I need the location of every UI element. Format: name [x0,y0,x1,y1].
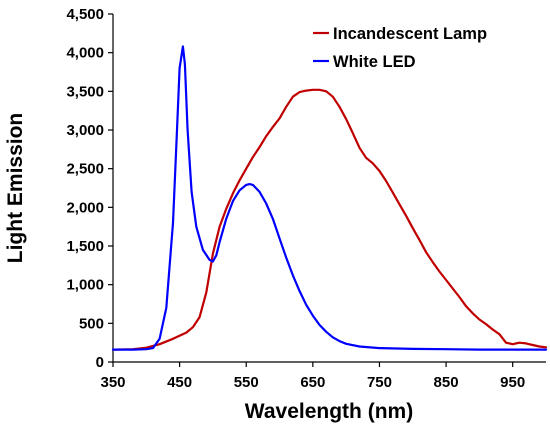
series-layer [111,45,548,351]
x-ticks: 350 450 550 650 750 850 950 [100,362,525,391]
y-tick-label: 4,500 [66,6,104,23]
x-tick-label: 950 [500,374,525,391]
x-axis-title: Wavelength (nm) [245,400,413,423]
legend-label-white-led: White LED [333,53,416,71]
y-tick-label: 500 [79,315,104,332]
y-tick-label: 2,500 [66,161,104,178]
legend: Incandescent Lamp White LED [313,25,487,71]
x-tick-label: 750 [367,374,392,391]
series-line-white-led [111,45,548,351]
x-tick-label: 550 [234,374,259,391]
y-ticks: 0 500 1,000 1,500 2,000 2,500 3,000 3,500 4,000 4… [66,6,113,371]
x-tick-label: 450 [167,374,192,391]
y-tick-label: 1,000 [66,277,104,294]
series-line-incandescent-lamp [111,88,548,351]
y-tick-label: 0 [96,354,104,371]
y-tick-label: 3,500 [66,83,104,100]
plot-area [112,14,546,363]
legend-label-incandescent: Incandescent Lamp [333,25,487,43]
y-tick-label: 3,000 [66,122,104,139]
y-tick-label: 2,000 [66,199,104,216]
x-tick-label: 650 [300,374,325,391]
y-tick-label: 1,500 [66,238,104,255]
y-tick-label: 4,000 [66,45,104,62]
x-tick-label: 850 [434,374,459,391]
y-axis-title: Light Emission [4,113,27,264]
x-tick-label: 350 [100,374,125,391]
